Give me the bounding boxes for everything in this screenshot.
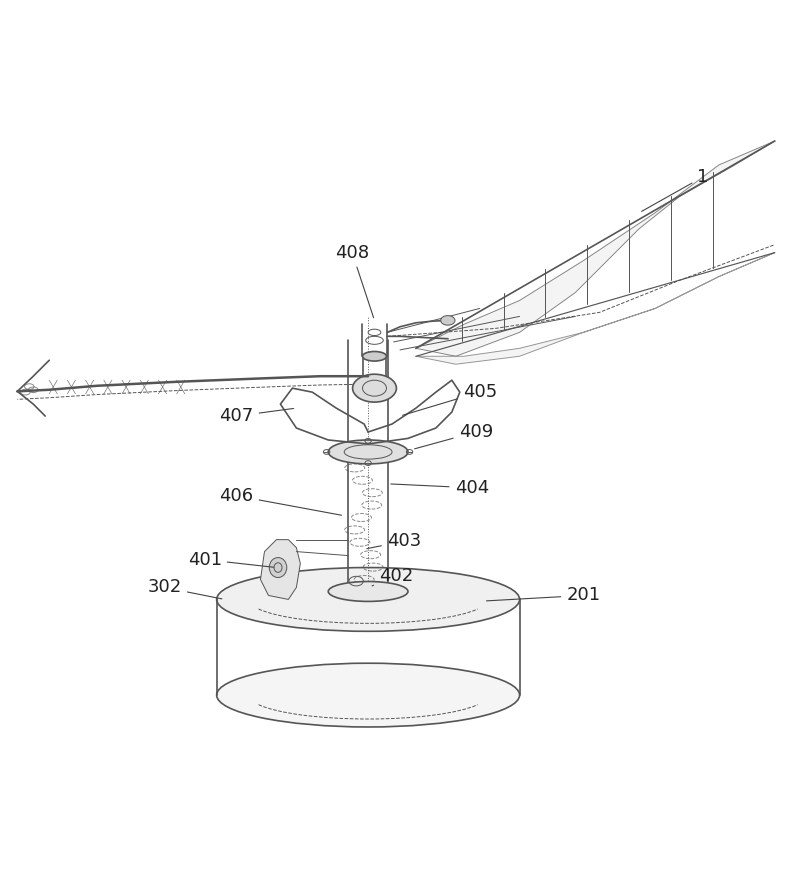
Text: 401: 401 xyxy=(188,550,274,569)
Ellipse shape xyxy=(441,316,455,325)
Text: 404: 404 xyxy=(391,479,489,497)
Ellipse shape xyxy=(353,374,397,402)
Text: 409: 409 xyxy=(414,423,493,449)
Text: 201: 201 xyxy=(486,587,601,604)
Ellipse shape xyxy=(270,557,286,577)
Text: 406: 406 xyxy=(219,487,342,515)
Text: 1: 1 xyxy=(642,168,709,211)
Polygon shape xyxy=(416,253,774,364)
Ellipse shape xyxy=(328,440,408,464)
Text: 408: 408 xyxy=(335,243,374,317)
Ellipse shape xyxy=(217,568,519,631)
Polygon shape xyxy=(261,540,300,599)
Polygon shape xyxy=(416,141,774,357)
Ellipse shape xyxy=(362,351,386,361)
Ellipse shape xyxy=(217,664,519,727)
Ellipse shape xyxy=(328,582,408,602)
Text: 403: 403 xyxy=(367,532,421,550)
Text: 302: 302 xyxy=(148,578,222,599)
Text: 405: 405 xyxy=(402,383,497,415)
Text: 407: 407 xyxy=(219,407,294,425)
Text: 402: 402 xyxy=(372,567,413,586)
